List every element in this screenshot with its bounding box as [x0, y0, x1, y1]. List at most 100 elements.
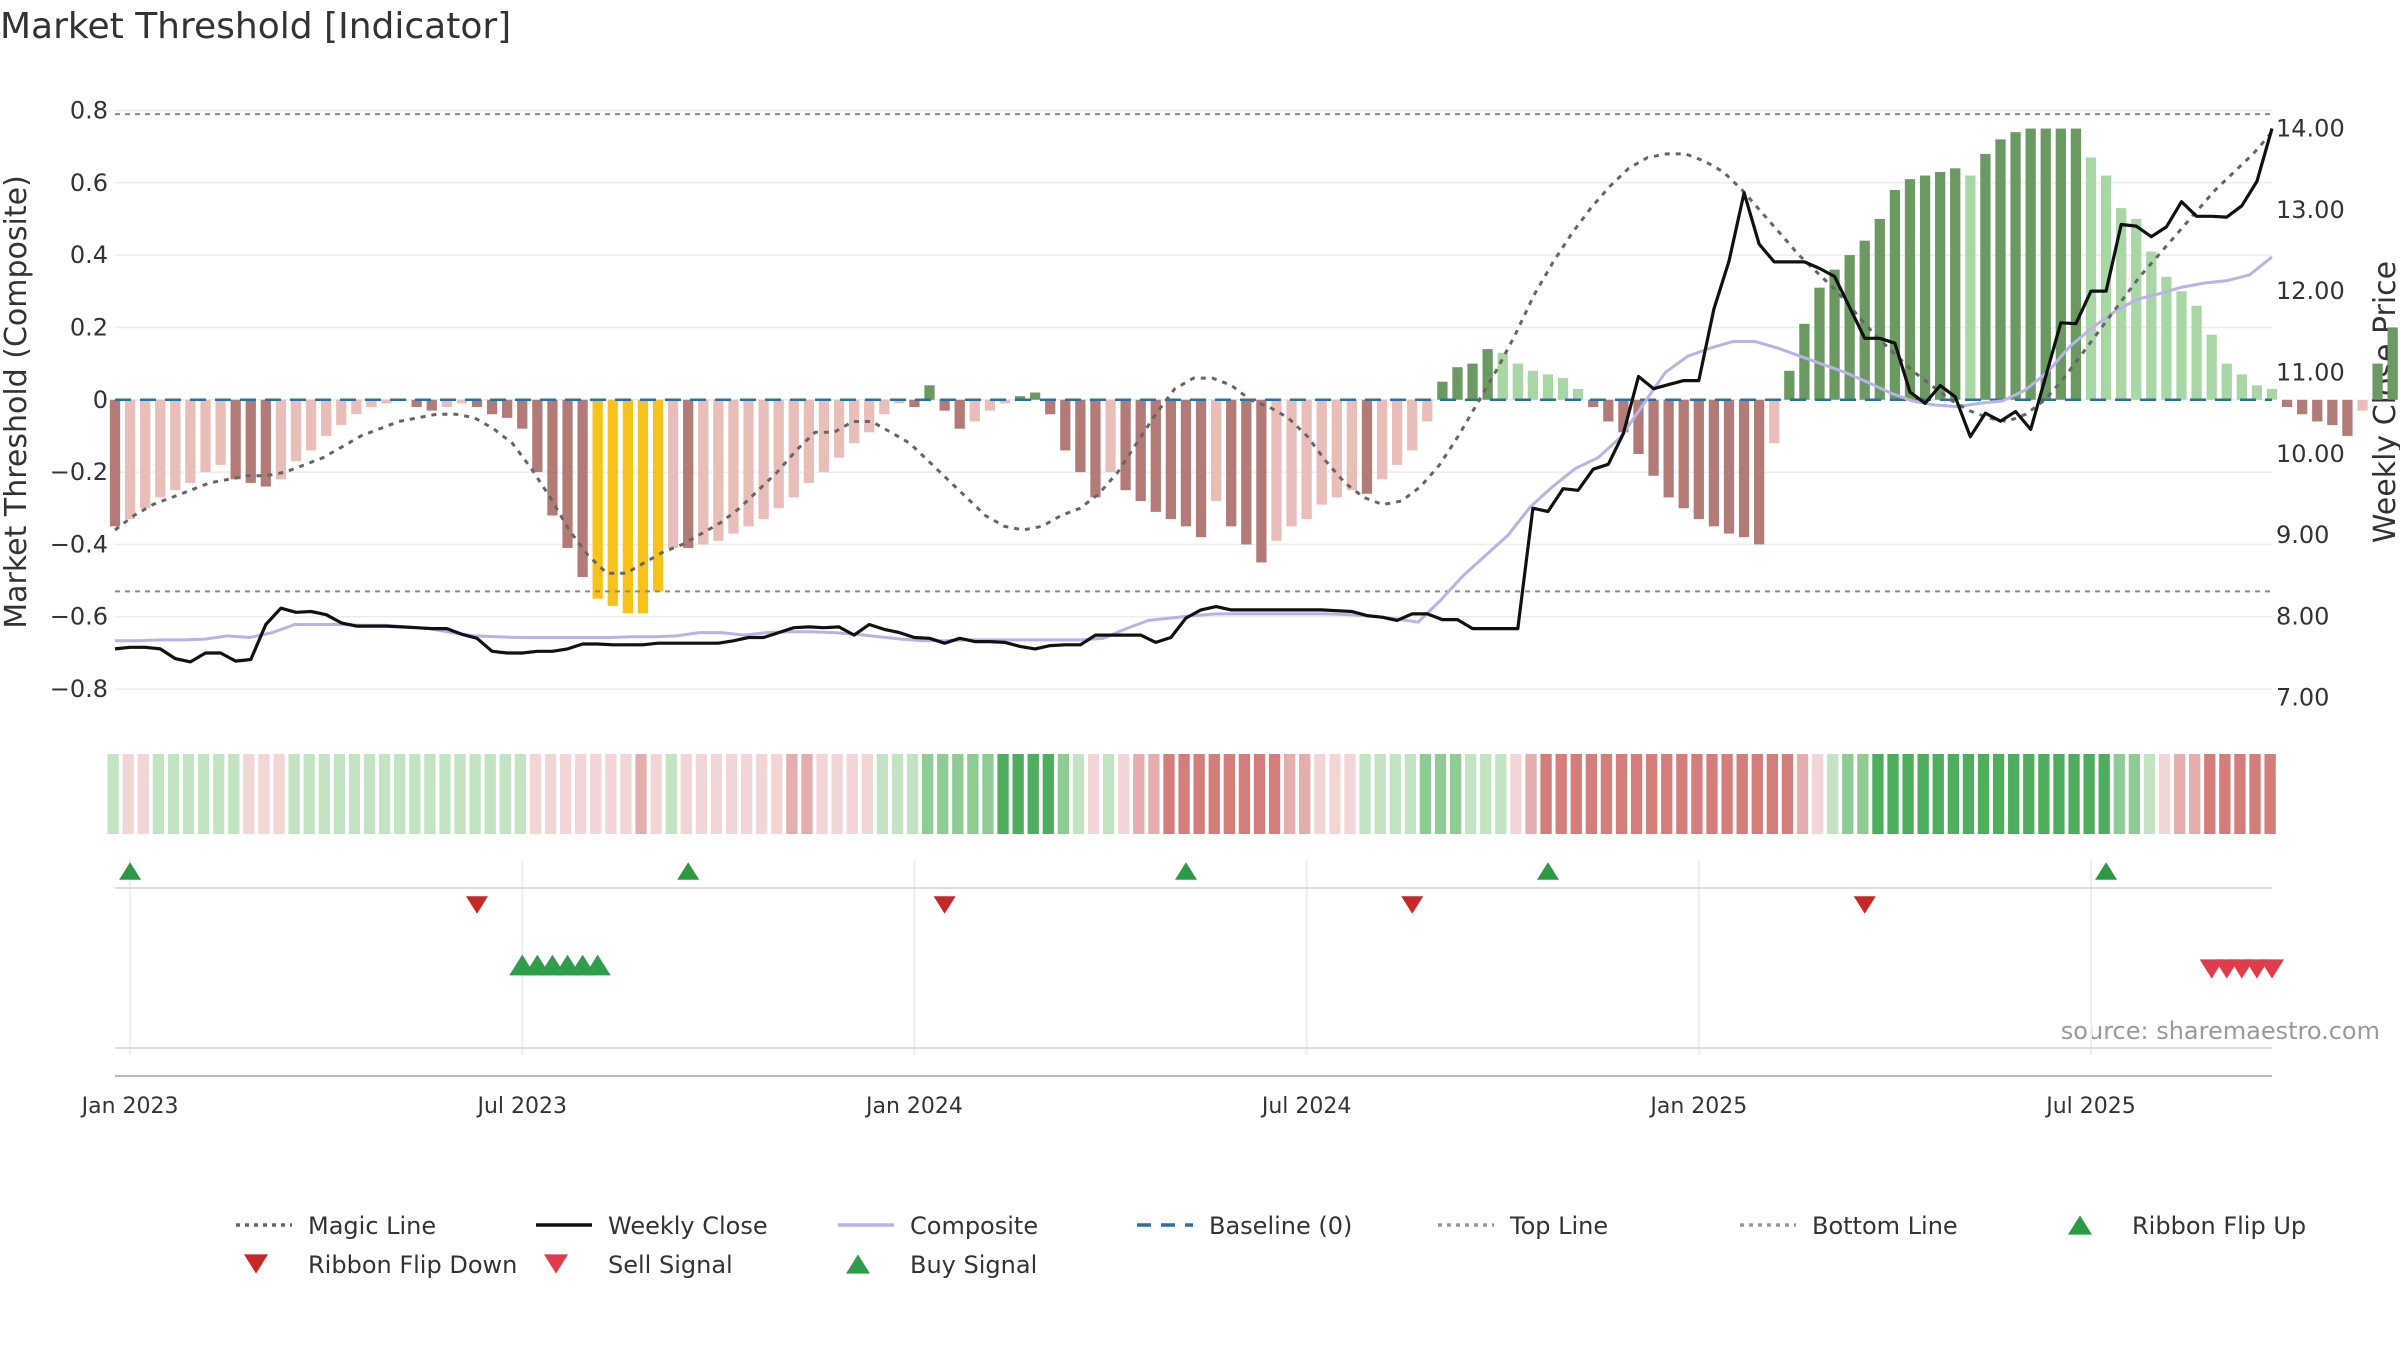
ribbon-cell [1118, 754, 1130, 834]
composite-bar [245, 399, 256, 483]
y-tick-label: −0.4 [50, 530, 108, 558]
ribbon-cell [544, 754, 557, 834]
composite-bar [743, 399, 754, 527]
composite-bar [562, 399, 573, 549]
composite-bar [1980, 153, 1991, 400]
composite-bar [441, 399, 452, 407]
composite-bar [2085, 157, 2097, 400]
ribbon-cell [1676, 754, 1688, 834]
ribbon-cell [1691, 754, 1703, 834]
ribbon-cell [725, 754, 738, 834]
composite-bar [2131, 218, 2142, 400]
composite-bar [1075, 399, 1086, 473]
composite-bar [1618, 399, 1629, 433]
composite-bar [1935, 171, 1946, 400]
ribbon-cell [891, 754, 904, 834]
composite-bar [532, 399, 543, 473]
composite-bar [2266, 388, 2278, 400]
ribbon-cell [1359, 754, 1371, 834]
composite-bar [577, 399, 588, 577]
y-tick-label: −0.6 [50, 603, 108, 631]
composite-bar [426, 399, 437, 411]
composite-bar [1542, 374, 1554, 400]
ribbon-cell [1525, 754, 1537, 834]
ribbon-cell [1087, 754, 1100, 834]
y2-tick-label: 12.00 [2276, 277, 2345, 305]
ribbon-cell [1600, 754, 1613, 834]
y2-axis-label: Weekly Close Price [2368, 261, 2400, 543]
composite-bar [1346, 399, 1358, 491]
composite-bar [275, 399, 287, 480]
legend-item: Buy Signal [846, 1251, 1037, 1279]
composite-bar [2010, 132, 2021, 400]
ribbon-cell [1585, 754, 1597, 834]
ribbon-cell [1133, 754, 1145, 834]
sell-signal-marker [2260, 959, 2284, 979]
composite-bar [1316, 399, 1327, 505]
ribbon-cell [635, 754, 647, 834]
x-axis-ticks: Jan 2023 Jul 2023 Jan 2024 Jul 2024 Jan 2025… [80, 1094, 2136, 1119]
y-axis-label: Market Threshold (Composite) [0, 175, 34, 629]
composite-bar [1557, 378, 1569, 400]
ribbon-cell [378, 754, 391, 834]
ribbon-flip-down-marker [1401, 896, 1424, 914]
composite-bar [1497, 352, 1508, 400]
ribbon-cell [1480, 754, 1492, 834]
composite-bar [381, 399, 392, 404]
composite-bar [2357, 399, 2368, 411]
ribbon-cell [1314, 754, 1326, 834]
y2-axis-ticks: 14.00 13.00 12.00 11.00 10.00 9.00 8.00 7.00 [2276, 115, 2345, 712]
composite-bar [758, 399, 769, 520]
composite-bar [2116, 208, 2127, 400]
ribbon-cell [1510, 754, 1522, 834]
composite-bar [1256, 399, 1267, 563]
composite-bar [185, 399, 196, 483]
ribbon-cell [590, 754, 602, 834]
composite-bars [109, 128, 2398, 614]
ribbon-cell [1012, 754, 1024, 834]
buy-signal-marker [584, 954, 611, 976]
composite-bar [1105, 399, 1116, 473]
legend-label: Buy Signal [910, 1251, 1037, 1279]
legend-item: Weekly Close [536, 1212, 768, 1240]
composite-bar [2161, 276, 2172, 400]
ribbon-cell [1721, 754, 1733, 834]
ribbon-cell [1072, 754, 1085, 834]
legend-label: Magic Line [308, 1212, 436, 1240]
ribbon-cell [2234, 754, 2246, 834]
ribbon-cell [650, 754, 662, 834]
legend-item: Sell Signal [544, 1251, 733, 1279]
ribbon-cell [2008, 754, 2020, 834]
ribbon-cell [303, 754, 315, 834]
composite-bar [321, 399, 332, 436]
ribbon-cell [409, 754, 421, 834]
legend-marker-icon [2068, 1215, 2092, 1235]
ribbon-cell [665, 754, 677, 834]
ribbon-cell [2264, 754, 2276, 834]
ribbon-cell [1917, 754, 1929, 834]
x-tick-label: Jan 2023 [80, 1094, 179, 1119]
ribbon-cell [137, 754, 149, 834]
composite-bar [1678, 399, 1689, 509]
legend-label: Composite [910, 1212, 1038, 1240]
ribbon-cell [499, 754, 511, 834]
composite-bar [456, 399, 468, 404]
ribbon-cell [182, 754, 195, 834]
composite-bar [1573, 388, 1584, 400]
composite-bar [486, 399, 498, 415]
ribbon-cell [484, 754, 496, 834]
composite-bar [290, 399, 302, 462]
ribbon-cell [680, 754, 692, 834]
ribbon-cell [605, 754, 617, 834]
ribbon-cell [906, 754, 919, 834]
ribbon-cell [1570, 754, 1582, 834]
composite-bar [351, 399, 362, 415]
ribbon-flip-up-marker [2095, 862, 2118, 880]
composite-bar [1150, 399, 1161, 512]
composite-bar [1376, 399, 1388, 480]
ribbon-cell [1932, 754, 1944, 834]
composite-bar [1814, 287, 1825, 400]
composite-bar [818, 399, 830, 473]
ribbon-cell [861, 754, 873, 834]
